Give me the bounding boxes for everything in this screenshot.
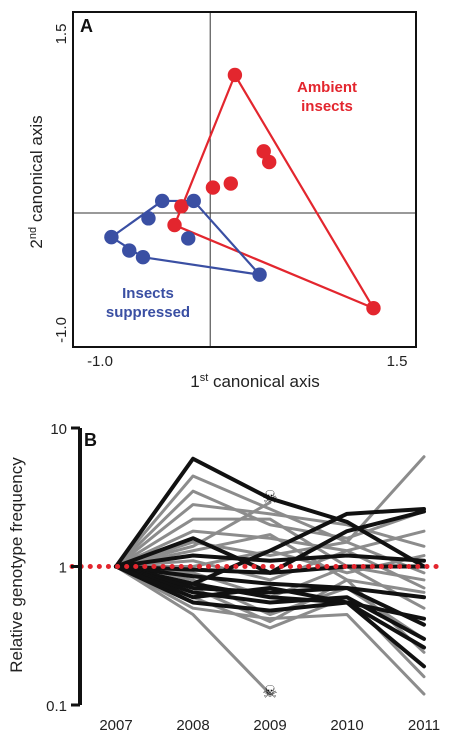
b-series-line-8 bbox=[114, 564, 426, 641]
b-series-line-16 bbox=[114, 540, 426, 575]
panel-a-reference-lines bbox=[73, 12, 416, 347]
a-xlabel-rest: canonical axis bbox=[208, 372, 320, 391]
panel-a-letter: A bbox=[80, 16, 93, 36]
a-point-series-1-0 bbox=[154, 193, 170, 209]
b-xtick-label-1: 2008 bbox=[176, 717, 209, 734]
b-series-line-17 bbox=[114, 533, 426, 594]
a-ylabel-base: 2 bbox=[27, 239, 46, 248]
a-xlabel-base: 1 bbox=[190, 372, 199, 391]
b-series-line-25 bbox=[114, 565, 272, 696]
b-series-line-12 bbox=[114, 489, 426, 568]
panel-a: A Ambient insects Insects suppressed -1.… bbox=[27, 11, 417, 391]
b-ytick-label-2: 10 bbox=[50, 421, 67, 438]
ambient-label-line2: insects bbox=[301, 98, 353, 115]
a-xlabel-sup: st bbox=[200, 372, 209, 384]
b-series-line-3 bbox=[114, 553, 426, 569]
a-point-series-1-1 bbox=[186, 193, 201, 209]
panel-a-points bbox=[104, 67, 381, 316]
a-point-series-1-7 bbox=[252, 267, 267, 282]
a-point-series-1-4 bbox=[104, 229, 119, 245]
b-series-line-26 bbox=[114, 500, 272, 568]
a-point-series-0-5 bbox=[174, 199, 189, 214]
b-series-line-13 bbox=[114, 503, 426, 568]
b-series-line-10 bbox=[114, 564, 426, 669]
b-xtick-label-2: 2009 bbox=[253, 717, 286, 734]
a-xtick-min: -1.0 bbox=[87, 353, 113, 370]
panel-b-x-tick-labels: 2007 2008 2009 2010 2011 bbox=[99, 717, 440, 734]
panel-b-letter: B bbox=[84, 430, 97, 450]
a-point-series-1-5 bbox=[122, 243, 137, 258]
b-series-line-6 bbox=[114, 564, 426, 621]
b-series-line-18 bbox=[114, 549, 426, 590]
a-point-series-0-2 bbox=[261, 154, 277, 170]
a-point-series-0-0 bbox=[227, 67, 243, 83]
b-series-line-7 bbox=[114, 564, 426, 627]
a-point-series-0-6 bbox=[167, 217, 182, 233]
panel-b-y-tick-labels: 0.1 1 10 bbox=[46, 421, 67, 715]
a-hull-series-0 bbox=[173, 73, 375, 310]
b-series-line-0 bbox=[114, 456, 426, 569]
b-xtick-label-4: 2011 bbox=[408, 717, 440, 734]
ambient-label-line1: Ambient bbox=[297, 79, 357, 96]
a-xaxis-label: 1st canonical axis bbox=[190, 372, 320, 391]
b-ytick-label-1: 1 bbox=[59, 560, 67, 577]
a-ylabel-rest: canonical axis bbox=[27, 115, 46, 227]
b-series-line-15 bbox=[114, 529, 426, 568]
b-series-line-14 bbox=[114, 517, 426, 582]
a-point-series-0-3 bbox=[223, 176, 238, 191]
panel-b-y-axis bbox=[71, 426, 82, 707]
a-ylabel-sup: nd bbox=[27, 227, 39, 239]
b-ytick-label-0: 0.1 bbox=[46, 698, 67, 715]
panel-b-annotations: ☠☠ bbox=[262, 488, 277, 703]
b-series-line-5 bbox=[114, 564, 426, 600]
b-xtick-label-3: 2010 bbox=[330, 717, 363, 734]
suppressed-label-line2: suppressed bbox=[106, 304, 190, 321]
a-ytick-max: 1.5 bbox=[53, 24, 70, 45]
a-point-series-0-7 bbox=[366, 300, 381, 316]
a-point-series-0-1 bbox=[256, 144, 271, 159]
b-skull-icon-1: ☠ bbox=[262, 683, 277, 703]
a-point-series-1-6 bbox=[135, 250, 151, 265]
panel-a-frame bbox=[72, 11, 417, 348]
a-point-series-1-3 bbox=[181, 231, 196, 246]
b-skull-icon-0: ☠ bbox=[262, 488, 277, 508]
b-xtick-label-0: 2007 bbox=[99, 717, 132, 734]
a-point-series-1-2 bbox=[141, 211, 156, 226]
b-yaxis-label: Relative genotype frequency bbox=[7, 457, 26, 673]
a-ytick-min: -1.0 bbox=[53, 317, 70, 343]
b-series-line-24 bbox=[114, 565, 426, 696]
suppressed-label-line1: Insects bbox=[122, 285, 174, 302]
a-xtick-max: 1.5 bbox=[387, 353, 408, 370]
a-yaxis-label: 2nd canonical axis bbox=[27, 115, 46, 248]
a-point-series-0-4 bbox=[205, 180, 221, 195]
b-series-line-9 bbox=[114, 564, 426, 650]
